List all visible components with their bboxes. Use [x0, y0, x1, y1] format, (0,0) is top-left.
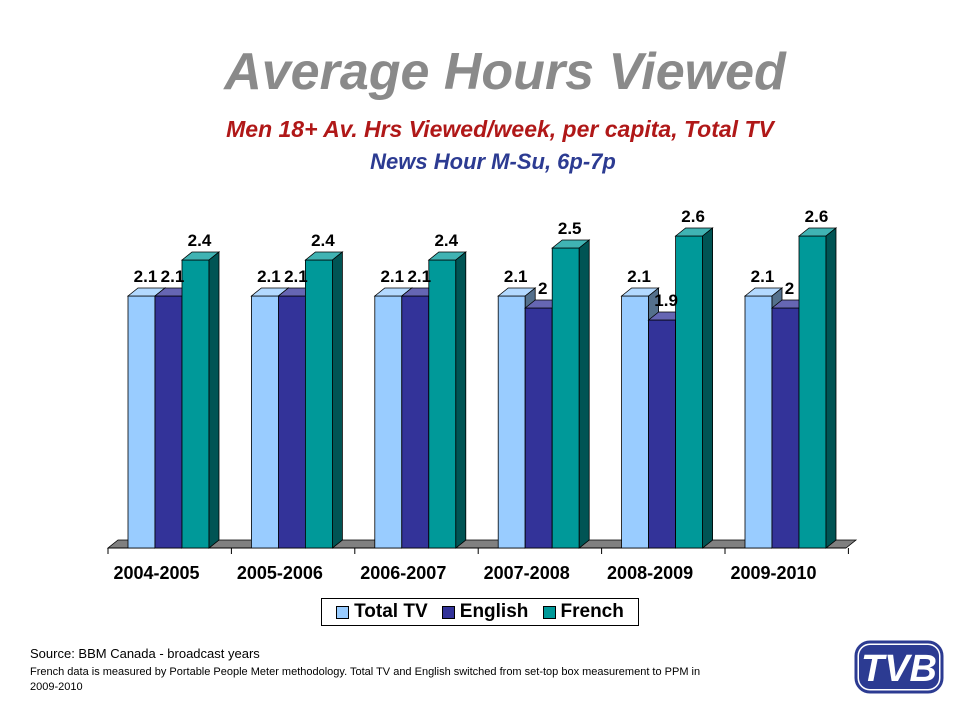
chart-subtitle-primary: Men 18+ Av. Hrs Viewed/week, per capita,… [226, 116, 774, 142]
bar-front-face [428, 259, 457, 549]
bar-front-face [675, 235, 703, 549]
data-label: 1.9 [654, 291, 678, 310]
tvb-logo: TVB [854, 640, 944, 694]
bar-french-2006-2007 [427, 251, 467, 549]
bar-front-face [648, 319, 676, 549]
data-label: 2.1 [284, 267, 308, 286]
bar-side-face [825, 227, 837, 549]
data-label-group: 2.1 2.12.42.1 2.12.42.1 2.12.42.122.52.11.9… [134, 207, 829, 310]
data-label: 2.1 [134, 267, 158, 286]
bar-front-face [127, 295, 156, 549]
data-label: 2.4 [311, 231, 335, 250]
bar-front-face [524, 307, 553, 549]
x-axis-tick-label: 2009-2010 [730, 563, 816, 583]
chart-subtitle-secondary: News Hour M-Su, 6p-7p [370, 149, 616, 174]
x-axis-tick-group: 2004-2005 2005-2006 2006-2007 2007-2008 2008… [107, 548, 849, 583]
data-label: 2.1 [161, 267, 185, 286]
bar-front-face [250, 295, 279, 549]
data-label: 2.1 [407, 267, 431, 286]
bar-side-face [208, 251, 220, 549]
bar-front-face [154, 295, 183, 549]
data-label: 2.1 [380, 267, 404, 286]
bar-side-face [331, 251, 343, 549]
bar-front-face [771, 307, 800, 549]
legend-label-english: English [459, 601, 529, 622]
x-axis-tick-label: 2004-2005 [113, 563, 199, 583]
data-label: 2.4 [434, 231, 458, 250]
bar-french-2007-2008 [551, 239, 591, 549]
data-label: 2.5 [558, 219, 582, 238]
data-label: 2.1 [627, 267, 651, 286]
tvb-logo-text: TVB [861, 648, 937, 690]
bar-front-face [621, 295, 649, 549]
legend-swatch-french [542, 605, 556, 619]
legend-swatch-total-tv [336, 605, 350, 619]
bar-front-face [277, 295, 306, 549]
x-axis-tick-label: 2008-2009 [607, 563, 693, 583]
source-note: Source: BBM Canada - broadcast years [30, 646, 260, 661]
legend-item-french: French [542, 601, 624, 623]
legend-label-french: French [560, 601, 624, 622]
data-label: 2 [785, 279, 794, 298]
chart-legend: Total TV English French [321, 598, 639, 626]
bar-front-face [181, 259, 210, 549]
data-label: 2.1 [751, 267, 775, 286]
legend-item-english: English [441, 601, 529, 623]
bar-side-face [455, 251, 467, 549]
legend-swatch-english [441, 605, 455, 619]
legend-item-total-tv: Total TV [336, 601, 428, 623]
data-label: 2.1 [257, 267, 281, 286]
methodology-note: French data is measured by Portable Peop… [30, 666, 701, 693]
data-label: 2.1 [504, 267, 528, 286]
bar-side-face [578, 239, 590, 549]
bar-front-face [744, 295, 773, 549]
bar-front-face [304, 259, 333, 549]
data-label: 2.6 [681, 207, 705, 226]
bar-front-face [798, 235, 827, 549]
floor-plane [106, 539, 858, 549]
bar-side-face [702, 227, 713, 549]
bar-french-2008-2009 [674, 227, 714, 549]
bar-french-2005-2006 [304, 251, 344, 549]
data-label: 2.6 [805, 207, 829, 226]
data-label: 2 [538, 279, 547, 298]
bar-french-2009-2010 [797, 227, 838, 549]
bar-group [126, 227, 838, 549]
legend-label-total-tv: Total TV [354, 601, 428, 622]
chart-floor [106, 539, 858, 549]
bar-front-face [497, 295, 526, 549]
data-label: 2.4 [188, 231, 212, 250]
bar-french-2004-2005 [180, 251, 221, 549]
bar-front-face [401, 295, 430, 549]
bar-front-face [551, 247, 580, 549]
x-axis-tick-label: 2007-2008 [484, 563, 570, 583]
bar-front-face [374, 295, 403, 549]
page-title: Average Hours Viewed [224, 43, 786, 101]
x-axis-tick-label: 2005-2006 [237, 563, 323, 583]
x-axis-tick-label: 2006-2007 [360, 563, 446, 583]
